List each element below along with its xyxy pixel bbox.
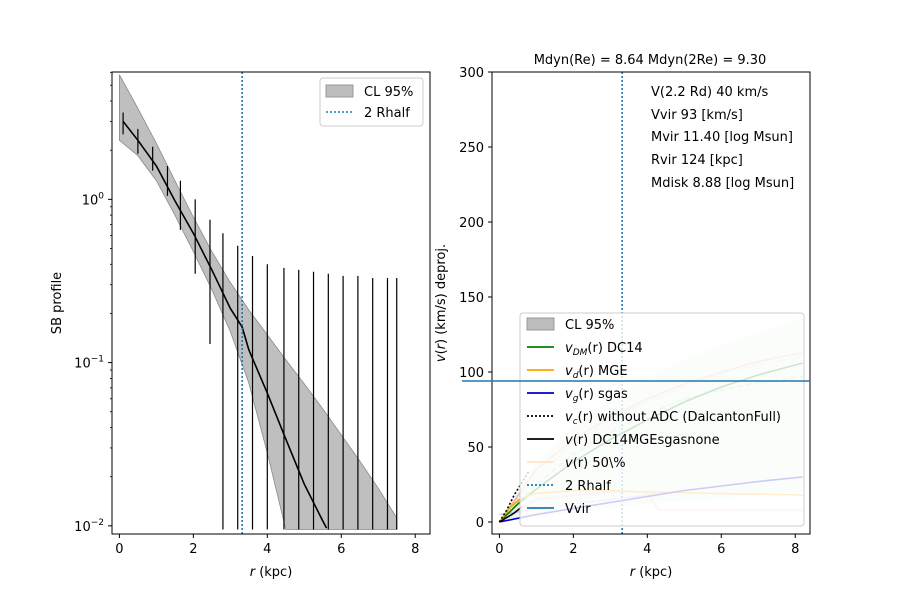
left-legend-cl-label: CL 95% — [364, 85, 413, 100]
right-legend-label-2: vd(r) MGE — [565, 364, 628, 381]
right-legend-label-1: vDM(r) DC14 — [565, 341, 643, 358]
right-panel: Mdyn(Re) = 8.64 Mdyn(2Re) = 9.30 0 2 4 6 8 0… — [434, 53, 811, 580]
left-ylabel: SB profile — [50, 272, 65, 334]
left-xtick-label-0: 0 — [115, 542, 123, 557]
left-legend-cl-swatch — [325, 84, 354, 98]
right-ytick-label-3: 150 — [459, 291, 484, 306]
right-axes-frame — [491, 71, 811, 535]
left-ytick-label-0: 10−2 — [74, 518, 104, 535]
right-legend-swatch-0 — [526, 317, 555, 331]
right-legend-label-3: vg(r) sgas — [565, 387, 628, 404]
annotation-mvir: Mvir 11.40 [log Msun] — [651, 130, 793, 145]
right-ylabel: v(r) (km/s) deproj. — [434, 244, 449, 362]
right-xtick-label-2: 4 — [643, 542, 651, 557]
right-ytick-label-4: 200 — [459, 216, 484, 231]
right-xlabel: r (kpc) — [630, 565, 673, 580]
left-xtick-label-3: 6 — [337, 542, 345, 557]
annotation-vvir: Vvir 93 [km/s] — [651, 108, 743, 123]
left-xtick-label-2: 4 — [263, 542, 271, 557]
right-legend-label-7: 2 Rhalf — [565, 479, 611, 494]
right-legend-label-5: v(r) DC14MGEsgasnone — [565, 433, 720, 448]
right-ytick-label-1: 50 — [467, 441, 484, 456]
right-xtick-label-0: 0 — [495, 542, 503, 557]
right-ytick-label-2: 100 — [459, 366, 484, 381]
right-ytick-label-5: 250 — [459, 141, 484, 156]
right-legend-label-0: CL 95% — [565, 318, 614, 333]
left-legend: CL 95% 2 Rhalf — [319, 77, 424, 127]
left-panel: 0 2 4 6 8 10−2 10−1 100 r (kpc) SB profile CL … — [50, 71, 431, 580]
annotation-rvir: Rvir 124 [kpc] — [651, 153, 743, 168]
right-ytick-label-0: 0 — [476, 516, 484, 531]
left-xtick-label-1: 2 — [189, 542, 197, 557]
annotation-mdisk: Mdisk 8.88 [log Msun] — [651, 176, 794, 191]
annotation-v22rd: V(2.2 Rd) 40 km/s — [651, 85, 769, 100]
left-legend-rhalf-label: 2 Rhalf — [364, 106, 410, 121]
right-legend-label-8: Vvir — [565, 502, 591, 517]
left-model-line — [122, 120, 328, 529]
right-annotations: V(2.2 Rd) 40 km/s Vvir 93 [km/s] Mvir 11… — [651, 85, 794, 191]
right-legend-label-4: vc(r) without ADC (DalcantonFull) — [565, 410, 781, 427]
right-xtick-label-1: 2 — [569, 542, 577, 557]
right-ytick-label-6: 300 — [459, 66, 484, 81]
right-title: Mdyn(Re) = 8.64 Mdyn(2Re) = 9.30 — [534, 53, 767, 68]
right-xtick-label-4: 8 — [791, 542, 799, 557]
right-xtick-label-3: 6 — [717, 542, 725, 557]
right-legend-label-6: v(r) 50\% — [565, 456, 626, 471]
left-ytick-label-1: 10−1 — [74, 355, 104, 372]
left-ytick-label-2: 100 — [82, 191, 105, 208]
left-xlabel: r (kpc) — [250, 565, 293, 580]
left-xtick-label-4: 8 — [411, 542, 419, 557]
left-axes-frame — [111, 71, 431, 535]
left-cl95-band — [119, 74, 398, 530]
right-legend: CL 95% vDM(r) DC14 vd(r) MGE vg(r) sgas vc(r… — [519, 312, 805, 527]
right-series-4 — [498, 506, 523, 523]
